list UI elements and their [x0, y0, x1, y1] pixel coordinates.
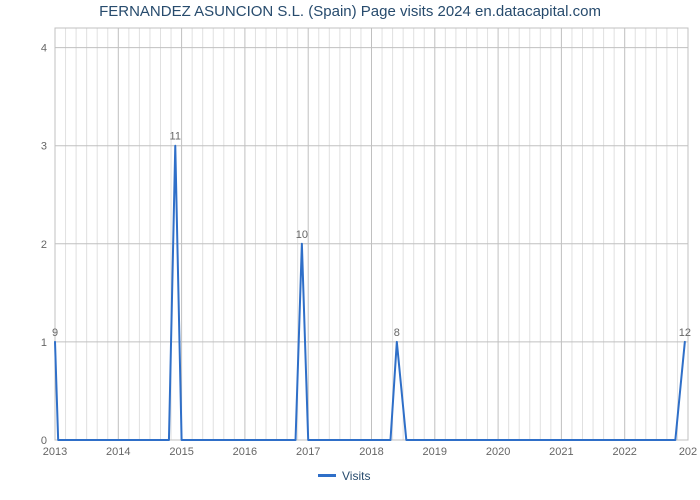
x-tick-label: 2016	[233, 446, 257, 458]
x-tick-label: 2013	[43, 446, 67, 458]
visits-chart: FERNANDEZ ASUNCION S.L. (Spain) Page vis…	[0, 0, 700, 500]
point-label: 8	[394, 327, 400, 339]
x-tick-label: 202	[679, 446, 697, 458]
x-tick-label: 2014	[106, 446, 130, 458]
legend-swatch	[318, 474, 336, 477]
x-tick-label: 2020	[486, 446, 510, 458]
y-tick-label: 3	[41, 141, 47, 153]
point-label: 10	[296, 229, 308, 241]
point-label: 11	[170, 131, 181, 143]
x-tick-label: 2022	[612, 446, 636, 458]
y-tick-label: 1	[41, 337, 47, 349]
x-tick-label: 2017	[296, 446, 320, 458]
point-label: 12	[679, 327, 691, 339]
chart-title: FERNANDEZ ASUNCION S.L. (Spain) Page vis…	[99, 3, 601, 20]
y-tick-label: 4	[41, 43, 47, 55]
x-tick-label: 2018	[359, 446, 383, 458]
x-tick-label: 2015	[169, 446, 193, 458]
y-tick-label: 2	[41, 239, 47, 251]
x-tick-label: 2019	[423, 446, 447, 458]
x-tick-label: 2021	[549, 446, 573, 458]
legend-label: Visits	[342, 469, 370, 483]
point-label: 9	[52, 327, 58, 339]
